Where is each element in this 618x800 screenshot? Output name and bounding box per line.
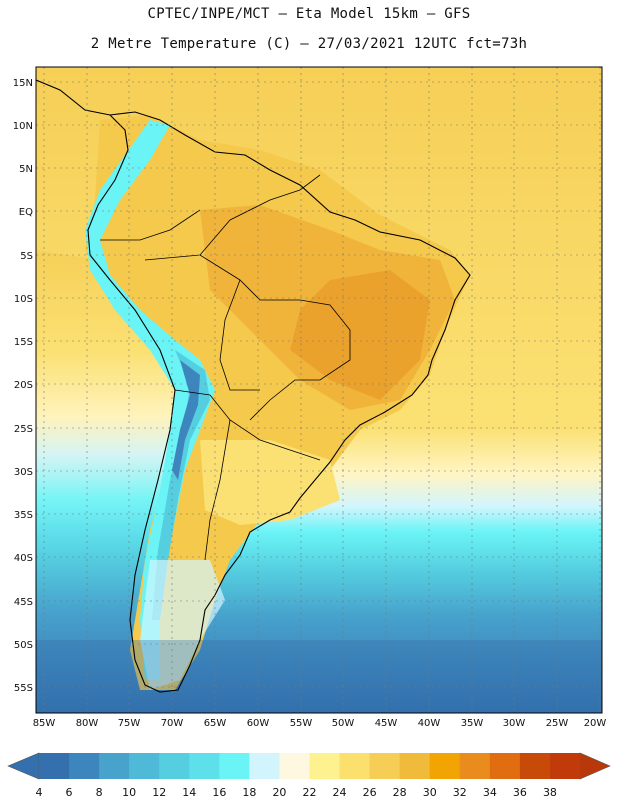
- lat-label: 10N: [13, 121, 33, 132]
- colorbar-cell: [189, 753, 220, 779]
- lat-label: EQ: [19, 207, 33, 218]
- lon-label: 85W: [33, 718, 56, 729]
- colorbar-label: 6: [66, 786, 73, 799]
- lat-label: 10S: [14, 294, 33, 305]
- lon-label: 50W: [332, 718, 355, 729]
- lon-label: 60W: [247, 718, 270, 729]
- colorbar-cell: [219, 753, 250, 779]
- colorbar-label: 14: [182, 786, 196, 799]
- lon-labels: 85W 80W 75W 70W 65W 60W 55W 50W 45W 40W …: [33, 718, 607, 729]
- colorbar-cell: [99, 753, 130, 779]
- lat-label: 55S: [14, 683, 33, 694]
- colorbar-label: 8: [96, 786, 103, 799]
- colorbar-high-arrow: [579, 752, 611, 780]
- colorbar-label: 12: [152, 786, 166, 799]
- colorbar-label: 28: [393, 786, 407, 799]
- lat-label: 15S: [14, 337, 33, 348]
- colorbar-cell: [489, 753, 521, 779]
- graticule: [36, 67, 602, 713]
- colorbar-low-arrow: [7, 752, 40, 780]
- colorbar-cell: [459, 753, 491, 779]
- lat-label: 50S: [14, 640, 33, 651]
- colorbar-cell: [369, 753, 401, 779]
- colorbar-cell: [129, 753, 160, 779]
- lat-label: 5S: [20, 251, 33, 262]
- lat-labels: 15N 10N 5N EQ 5S 10S 15S 20S 25S 30S 35S…: [13, 78, 33, 694]
- lon-label: 70W: [161, 718, 184, 729]
- colorbar-cell: [549, 753, 581, 779]
- colorbar-label: 10: [122, 786, 136, 799]
- lat-label: 15N: [13, 78, 33, 89]
- colorbar-cell: [429, 753, 461, 779]
- lat-label: 20S: [14, 380, 33, 391]
- colorbar-label: 24: [333, 786, 347, 799]
- lon-label: 20W: [584, 718, 607, 729]
- lat-label: 40S: [14, 553, 33, 564]
- lon-label: 30W: [503, 718, 526, 729]
- lon-label: 40W: [418, 718, 441, 729]
- colorbar-label: 4: [36, 786, 43, 799]
- colorbar-cell: [249, 753, 280, 779]
- colorbar-label: 36: [513, 786, 527, 799]
- colorbar-label: 30: [423, 786, 437, 799]
- colorbar-cell: [69, 753, 100, 779]
- lon-label: 35W: [461, 718, 484, 729]
- lat-label: 25S: [14, 424, 33, 435]
- map-subtitle: 2 Metre Temperature (C) – 27/03/2021 12U…: [90, 36, 528, 52]
- colorbar-cell: [339, 753, 371, 779]
- lat-label: 35S: [14, 510, 33, 521]
- lon-label: 25W: [546, 718, 569, 729]
- colorbar-label: 22: [303, 786, 317, 799]
- colorbar-cell: [279, 753, 310, 779]
- colorbar-cell: [309, 753, 340, 779]
- colorbar-cell: [159, 753, 190, 779]
- map-frame: [35, 66, 603, 714]
- lon-label: 45W: [375, 718, 398, 729]
- map-field: [36, 67, 602, 713]
- coastline: [36, 79, 471, 693]
- lon-label: 55W: [290, 718, 313, 729]
- colorbar-label: 34: [483, 786, 497, 799]
- colorbar-cell: [519, 753, 551, 779]
- lat-label: 45S: [14, 597, 33, 608]
- colorbar-label: 26: [363, 786, 377, 799]
- lat-label: 5N: [19, 164, 33, 175]
- colorbar-label: 32: [453, 786, 467, 799]
- colorbar-cell: [39, 753, 70, 779]
- lon-label: 65W: [204, 718, 227, 729]
- lon-label: 75W: [118, 718, 141, 729]
- colorbar-label: 20: [272, 786, 286, 799]
- colorbar-cell: [399, 753, 431, 779]
- colorbar-label: 18: [242, 786, 256, 799]
- colorbar-label: 16: [212, 786, 226, 799]
- lon-label: 80W: [76, 718, 99, 729]
- colorbar-label: 38: [543, 786, 557, 799]
- colorbar: 4 6 8 10 12 14 16 18 20 22 24 26 28 30 32 34 36 38: [7, 752, 611, 799]
- map-title: CPTEC/INPE/MCT – Eta Model 15km – GFS: [147, 6, 471, 22]
- lat-label: 30S: [14, 467, 33, 478]
